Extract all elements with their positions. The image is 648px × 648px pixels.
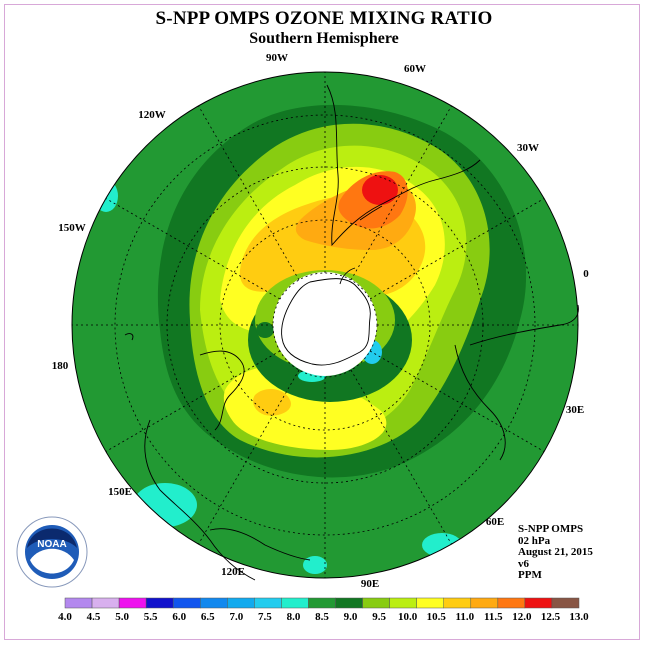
colorbar-tick-label: 7.5 bbox=[258, 611, 272, 623]
longitude-label: 30E bbox=[566, 404, 584, 416]
longitude-label: 90W bbox=[266, 52, 288, 64]
longitude-label: 150E bbox=[108, 486, 132, 498]
meridian-line bbox=[198, 369, 300, 545]
meridian-line bbox=[369, 198, 545, 300]
colorbar-swatch bbox=[416, 597, 444, 609]
colorbar-tick-label: 5.5 bbox=[144, 611, 158, 623]
colorbar-tick-label: 12.0 bbox=[512, 611, 532, 623]
longitude-label: 60E bbox=[486, 516, 504, 528]
colorbar-tick-label: 10.0 bbox=[398, 611, 418, 623]
colorbar-tick-label: 6.0 bbox=[172, 611, 186, 623]
noaa-logo-text: NOAA bbox=[37, 539, 66, 550]
colorbar-swatch bbox=[551, 597, 580, 609]
info-line: August 21, 2015 bbox=[518, 546, 593, 558]
colorbar-swatch bbox=[524, 597, 553, 609]
colorbar-tick-label: 8.5 bbox=[315, 611, 329, 623]
info-line: S-NPP OMPS bbox=[518, 523, 584, 535]
colorbar-swatch bbox=[335, 597, 363, 609]
antarctica-outline bbox=[281, 278, 371, 366]
longitude-lines bbox=[72, 72, 578, 578]
colorbar-swatch bbox=[389, 597, 417, 609]
coast-detail bbox=[359, 205, 383, 221]
meridian-line bbox=[105, 198, 281, 300]
colorbar-swatch bbox=[497, 597, 526, 609]
colorbar-tick-label: 4.5 bbox=[87, 611, 101, 623]
colorbar-swatch bbox=[172, 597, 201, 609]
ozone-patch-cyan bbox=[303, 556, 327, 574]
colorbar: 4.0 4.5 5.0 5.5 6.0 6.5 7.0 7.5 8.0 8.5 9.0 9.5 10.0… bbox=[58, 597, 589, 623]
south-america-outline bbox=[326, 84, 481, 247]
longitude-label: 30W bbox=[517, 142, 539, 154]
colorbar-swatch bbox=[200, 597, 228, 609]
ozone-patch-dark bbox=[256, 322, 274, 338]
colorbar-swatch bbox=[145, 597, 174, 609]
map-boundary bbox=[71, 71, 579, 579]
meridian-line bbox=[369, 350, 545, 452]
longitude-label: 0 bbox=[583, 268, 589, 280]
colorbar-swatch bbox=[91, 597, 120, 609]
colorbar-swatch bbox=[254, 597, 282, 609]
colorbar-tick-label: 11.0 bbox=[455, 611, 474, 623]
info-line: 02 hPa bbox=[518, 534, 551, 547]
colorbar-tick-label: 7.0 bbox=[229, 611, 243, 623]
colorbar-swatch bbox=[470, 597, 499, 609]
longitude-labels: 90W 60W 30W 0 30E 60E 90E 120E 150E 180 150W 120W bbox=[52, 52, 590, 590]
colorbar-tick-label: 4.0 bbox=[58, 611, 72, 623]
longitude-label: 150W bbox=[58, 222, 86, 234]
longitude-label: 120W bbox=[138, 109, 166, 121]
colorbar-swatch bbox=[308, 597, 336, 609]
ozone-patch-cyan bbox=[422, 533, 462, 557]
colorbar-tick-label: 12.5 bbox=[541, 611, 561, 623]
colorbar-tick-label: 5.0 bbox=[115, 611, 129, 623]
colorbar-tick-label: 11.5 bbox=[484, 611, 503, 623]
coastlines bbox=[124, 84, 579, 581]
ozone-band-12.0 bbox=[362, 175, 398, 205]
info-line: v6 bbox=[518, 557, 529, 570]
colorbar-tick-label: 10.5 bbox=[427, 611, 447, 623]
meridian-line bbox=[350, 369, 452, 545]
colorbar-swatch bbox=[443, 597, 472, 609]
meridian-line bbox=[198, 105, 300, 281]
africa-outline bbox=[454, 344, 506, 461]
colorbar-tick-label: 6.5 bbox=[201, 611, 215, 623]
oceania-outline bbox=[199, 350, 245, 431]
map-info-block: S-NPP OMPS 02 hPa August 21, 2015 v6 PPM bbox=[518, 523, 593, 582]
noaa-logo: NOAA bbox=[16, 516, 88, 588]
colorbar-swatch bbox=[118, 597, 147, 609]
longitude-label: 120E bbox=[221, 566, 245, 578]
colorbar-swatch bbox=[64, 597, 93, 609]
map-subtitle: Southern Hemisphere bbox=[249, 30, 399, 47]
colorbar-swatch bbox=[227, 597, 255, 609]
colorbar-swatch bbox=[281, 597, 309, 609]
colorbar-tick-label: 13.0 bbox=[569, 611, 589, 623]
map-title: S-NPP OMPS OZONE MIXING RATIO bbox=[155, 8, 493, 29]
longitude-label: 90E bbox=[361, 578, 379, 590]
australia-outline bbox=[144, 419, 256, 581]
antarctic-peninsula bbox=[339, 267, 356, 285]
island-outline bbox=[124, 333, 134, 341]
longitude-label: 60W bbox=[404, 63, 426, 75]
longitude-label: 180 bbox=[52, 360, 69, 372]
colorbar-tick-label: 9.5 bbox=[372, 611, 386, 623]
info-line: PPM bbox=[518, 569, 542, 581]
meridian-line bbox=[350, 105, 452, 281]
meridian-line bbox=[105, 350, 281, 452]
coast-detail bbox=[209, 528, 311, 561]
ozone-band-10.0 bbox=[223, 366, 387, 450]
polar-no-data bbox=[273, 272, 377, 376]
colorbar-tick-label: 9.0 bbox=[344, 611, 358, 623]
figure-frame bbox=[4, 4, 640, 640]
colorbar-tick-label: 8.0 bbox=[287, 611, 301, 623]
colorbar-swatch bbox=[362, 597, 390, 609]
